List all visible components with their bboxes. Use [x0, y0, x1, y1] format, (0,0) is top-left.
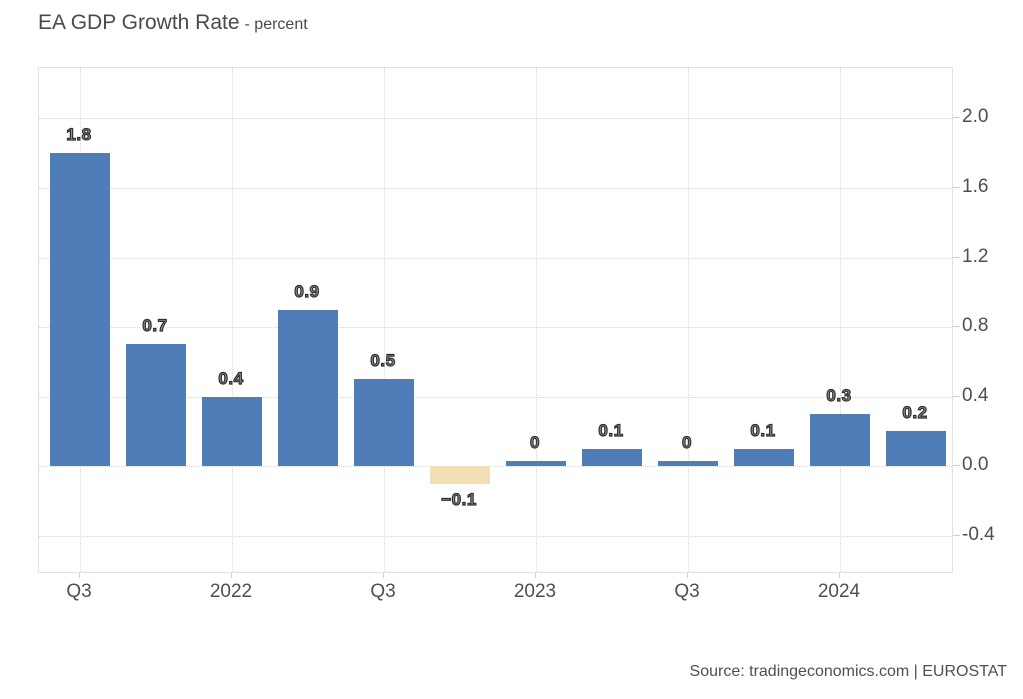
bar-value-label: −0.1 [441, 489, 477, 509]
x-axis-label: 2023 [513, 581, 557, 602]
horizontal-gridline [39, 187, 952, 189]
x-axis-tick [79, 573, 80, 578]
y-axis-tick [953, 534, 960, 536]
y-axis-label: 0.0 [962, 454, 989, 476]
horizontal-gridline [39, 257, 952, 259]
bar[interactable] [354, 379, 414, 467]
bar-value-label: 0.1 [750, 420, 776, 440]
y-axis-label: 0.4 [962, 384, 989, 406]
y-axis-label: 1.2 [962, 245, 989, 267]
bar[interactable] [582, 448, 642, 467]
y-axis-tick [953, 465, 960, 467]
bar[interactable] [734, 448, 794, 467]
y-axis-label: 1.6 [962, 175, 989, 197]
horizontal-gridline [39, 466, 952, 468]
vertical-gridline [840, 68, 841, 572]
bar[interactable] [430, 466, 490, 484]
bar[interactable] [202, 396, 262, 467]
x-axis-tick [839, 573, 840, 578]
x-axis-label: 2024 [817, 581, 861, 602]
x-axis-label: Q3 [370, 581, 396, 602]
horizontal-gridline [39, 535, 952, 537]
x-axis-tick [535, 573, 536, 578]
bar-value-label: 0 [681, 433, 692, 453]
x-axis-label: 2022 [209, 581, 253, 602]
y-axis-tick [953, 186, 960, 188]
bar-value-label: 0.9 [294, 281, 320, 301]
x-axis-label: Q3 [674, 581, 700, 602]
chart-title: EA GDP Growth Rate - percent [38, 11, 308, 35]
horizontal-gridline [39, 327, 952, 329]
bar[interactable] [886, 431, 946, 467]
bar-value-label: 0 [529, 433, 540, 453]
vertical-gridline [232, 68, 233, 572]
vertical-gridline [688, 68, 689, 572]
y-axis-label: 2.0 [962, 106, 989, 128]
bar[interactable] [278, 309, 338, 467]
chart-title-main: EA GDP Growth Rate [38, 11, 240, 34]
y-axis-label: 0.8 [962, 315, 989, 337]
x-axis-tick [231, 573, 232, 578]
y-axis-tick [953, 256, 960, 258]
bar[interactable] [126, 344, 186, 467]
horizontal-gridline [39, 396, 952, 398]
source-text: Source: tradingeconomics.com | EUROSTAT [689, 663, 1007, 680]
vertical-gridline [536, 68, 537, 572]
y-axis-tick [953, 326, 960, 328]
horizontal-gridline [39, 118, 952, 120]
chart-title-sub: - percent [244, 16, 308, 33]
bar-value-label: 0.5 [370, 351, 396, 371]
bar[interactable] [658, 461, 718, 467]
x-axis-tick [383, 573, 384, 578]
vertical-gridline [384, 68, 385, 572]
y-axis-tick [953, 117, 960, 119]
bar-value-label: 0.2 [902, 403, 928, 423]
bar[interactable] [50, 153, 110, 467]
y-axis-tick [953, 395, 960, 397]
plot-area [38, 67, 953, 573]
bar-value-label: 0.1 [598, 420, 624, 440]
y-axis-label: -0.4 [962, 523, 995, 545]
x-axis-tick [687, 573, 688, 578]
bar-value-label: 0.7 [142, 316, 168, 336]
bar[interactable] [506, 461, 566, 467]
bar-value-label: 0.3 [826, 385, 852, 406]
x-axis-label: Q3 [66, 581, 92, 602]
bar-value-label: 0.4 [218, 368, 244, 388]
bar-value-label: 1.8 [66, 125, 92, 145]
bar[interactable] [810, 414, 870, 467]
